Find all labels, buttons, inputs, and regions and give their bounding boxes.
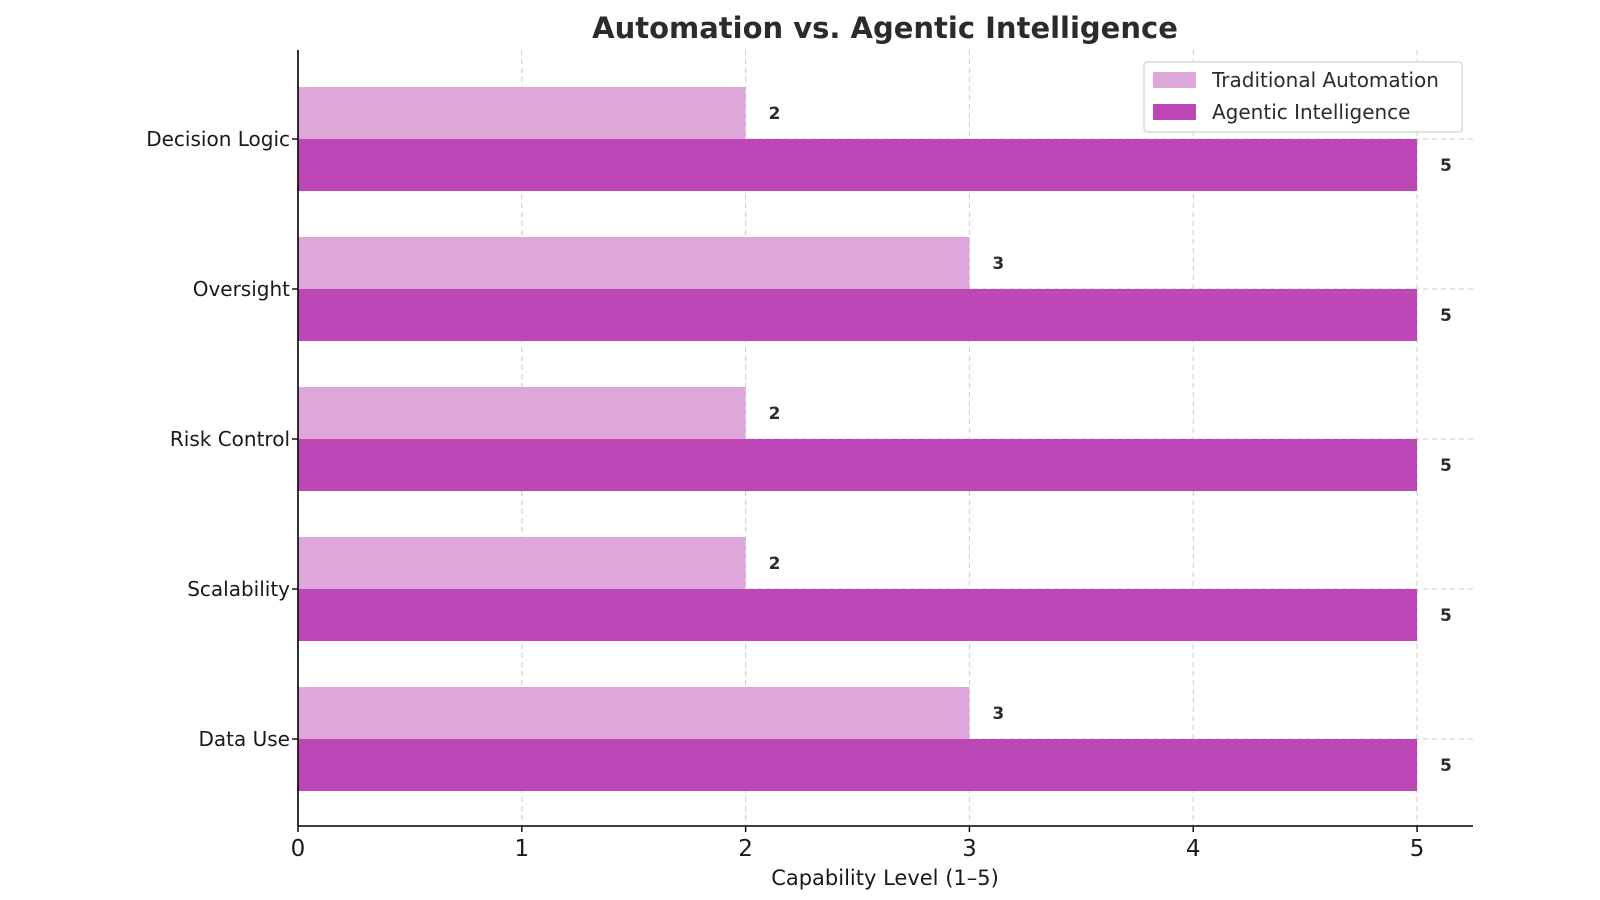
value-label-agentic-intelligence-scalability: 5	[1440, 606, 1452, 626]
category-label-decision-logic: Decision Logic	[146, 127, 290, 151]
value-label-traditional-automation-oversight: 3	[992, 254, 1004, 274]
value-label-traditional-automation-decision-logic: 2	[769, 104, 781, 124]
value-label-traditional-automation-data-use: 3	[992, 704, 1004, 724]
value-label-agentic-intelligence-decision-logic: 5	[1440, 156, 1452, 176]
legend-swatch-traditional-automation	[1153, 72, 1196, 88]
axes-layer	[297, 50, 1473, 827]
bar-agentic-intelligence-oversight	[298, 289, 1418, 341]
bar-traditional-automation-scalability	[298, 537, 746, 589]
category-label-risk-control: Risk Control	[170, 427, 290, 451]
x-tick-label-0: 0	[291, 836, 306, 862]
legend-label-agentic-intelligence: Agentic Intelligence	[1212, 100, 1410, 124]
category-label-oversight: Oversight	[193, 277, 290, 301]
x-tick-label-4: 4	[1186, 836, 1201, 862]
x-tick-label-1: 1	[514, 836, 529, 862]
ticks-layer: 0 1 2 3 4 5	[291, 138, 1425, 862]
legend-label-traditional-automation: Traditional Automation	[1211, 68, 1439, 92]
x-tick-label-2: 2	[738, 836, 753, 862]
bar-agentic-intelligence-decision-logic	[298, 139, 1418, 191]
labels-layer: Decision Logic Oversight Risk Control Scala…	[146, 104, 1452, 776]
bar-agentic-intelligence-risk-control	[298, 439, 1418, 491]
value-label-agentic-intelligence-risk-control: 5	[1440, 456, 1452, 476]
bar-traditional-automation-oversight	[298, 237, 970, 289]
value-label-agentic-intelligence-data-use: 5	[1440, 756, 1452, 776]
bars-layer	[298, 87, 1418, 791]
x-axis-label: Capability Level (1–5)	[771, 866, 999, 890]
value-label-traditional-automation-risk-control: 2	[769, 404, 781, 424]
bar-agentic-intelligence-scalability	[298, 589, 1418, 641]
bar-traditional-automation-risk-control	[298, 387, 746, 439]
x-tick-label-5: 5	[1410, 836, 1425, 862]
category-label-scalability: Scalability	[187, 577, 290, 601]
value-label-traditional-automation-scalability: 2	[769, 554, 781, 574]
legend: Traditional Automation Agentic Intellige…	[1143, 61, 1463, 133]
bar-traditional-automation-data-use	[298, 687, 970, 739]
value-label-agentic-intelligence-oversight: 5	[1440, 306, 1452, 326]
legend-frame	[1143, 61, 1463, 133]
x-tick-label-3: 3	[962, 836, 977, 862]
category-label-data-use: Data Use	[199, 727, 290, 751]
legend-swatch-agentic-intelligence	[1153, 104, 1196, 120]
bar-agentic-intelligence-data-use	[298, 739, 1418, 791]
bar-traditional-automation-decision-logic	[298, 87, 746, 139]
chart-title: Automation vs. Agentic Intelligence	[592, 11, 1178, 45]
